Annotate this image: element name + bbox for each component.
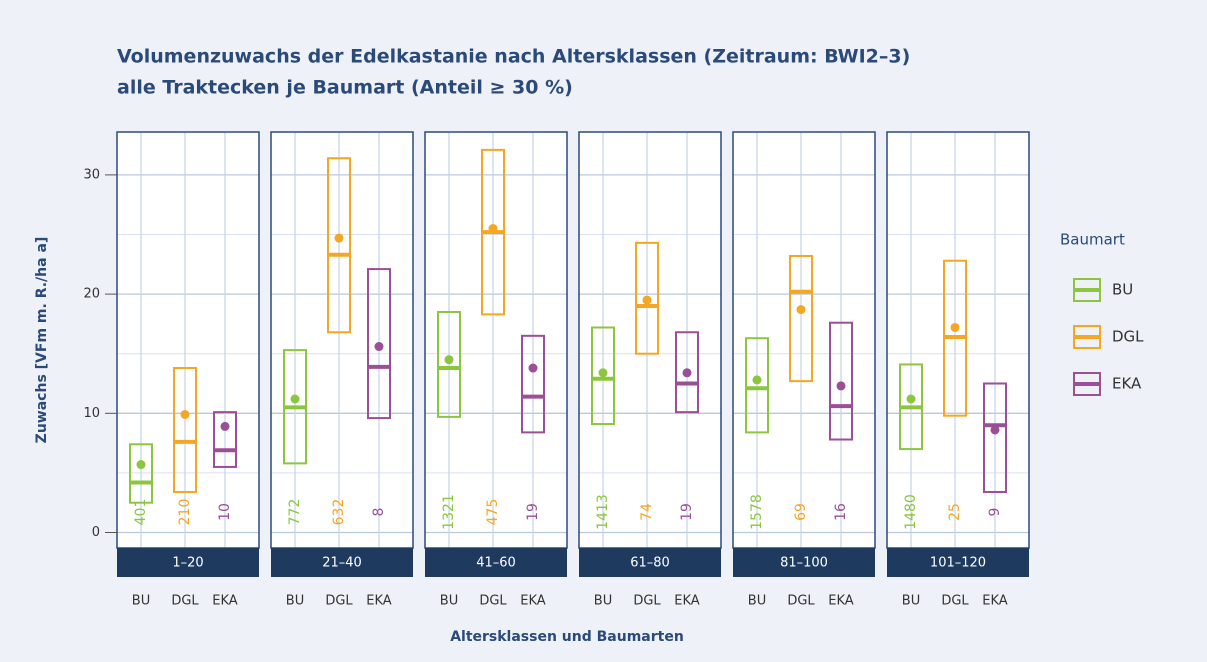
count-label: 19 xyxy=(679,503,695,521)
box xyxy=(437,310,461,418)
x-tick-label: BU xyxy=(594,594,612,609)
panel xyxy=(117,132,259,548)
mean-dot xyxy=(334,233,344,243)
panel xyxy=(425,132,567,548)
count-label: 772 xyxy=(287,499,303,526)
x-tick-label: BU xyxy=(132,594,150,609)
box xyxy=(789,254,813,383)
box xyxy=(829,321,853,441)
facet-strip xyxy=(425,548,567,577)
y-tick-label: 0 xyxy=(92,525,100,540)
box xyxy=(367,268,391,420)
mean-dot xyxy=(752,375,762,385)
y-tick-label: 30 xyxy=(83,167,100,182)
x-tick-label: BU xyxy=(748,594,766,609)
x-tick-label: DGL xyxy=(787,594,815,609)
x-tick-label: DGL xyxy=(171,594,199,609)
x-tick-label: DGL xyxy=(633,594,661,609)
x-tick-label: EKA xyxy=(366,594,392,609)
facet-label: 21–40 xyxy=(322,556,362,571)
mean-dot xyxy=(836,381,846,391)
x-tick-label: EKA xyxy=(828,594,854,609)
count-label: 25 xyxy=(947,503,963,521)
mean-dot xyxy=(180,409,190,419)
box xyxy=(675,331,699,414)
x-tick-label: DGL xyxy=(479,594,507,609)
facet-label: 61–80 xyxy=(630,556,670,571)
facet-label: 101–120 xyxy=(930,556,986,571)
legend-label: EKA xyxy=(1112,375,1142,393)
x-tick-label: BU xyxy=(286,594,304,609)
count-label: 8 xyxy=(371,508,387,517)
panel xyxy=(733,132,875,548)
box xyxy=(129,443,153,504)
facet-label: 41–60 xyxy=(476,556,516,571)
mean-dot xyxy=(598,368,608,378)
count-label: 74 xyxy=(639,503,655,521)
facet-strip xyxy=(733,548,875,577)
mean-dot xyxy=(642,295,652,305)
count-label: 9 xyxy=(987,508,1003,517)
mean-dot xyxy=(136,460,146,470)
count-label: 16 xyxy=(833,503,849,521)
box xyxy=(213,411,237,468)
facet-label: 81–100 xyxy=(780,556,828,571)
x-tick-label: BU xyxy=(902,594,920,609)
box xyxy=(983,382,1007,493)
panel xyxy=(271,132,413,548)
x-tick-label: EKA xyxy=(520,594,546,609)
count-label: 1413 xyxy=(595,494,611,530)
x-tick-label: BU xyxy=(440,594,458,609)
count-label: 475 xyxy=(485,499,501,526)
facet-strip xyxy=(271,548,413,577)
box xyxy=(745,337,769,434)
panel xyxy=(887,132,1029,548)
box xyxy=(521,334,545,434)
count-label: 1321 xyxy=(441,494,457,530)
mean-dot xyxy=(528,363,538,373)
count-label: 19 xyxy=(525,503,541,521)
mean-dot xyxy=(990,425,1000,435)
mean-dot xyxy=(444,355,454,365)
count-label: 69 xyxy=(793,503,809,521)
count-label: 1480 xyxy=(903,494,919,530)
box xyxy=(327,157,351,334)
legend-title: Baumart xyxy=(1060,231,1125,249)
mean-dot xyxy=(906,394,916,404)
x-axis-label: Altersklassen und Baumarten xyxy=(450,629,684,645)
y-tick-label: 20 xyxy=(83,287,100,302)
facet-strip xyxy=(887,548,1029,577)
mean-dot xyxy=(682,368,692,378)
mean-dot xyxy=(374,342,384,352)
mean-dot xyxy=(950,322,960,332)
mean-dot xyxy=(488,224,498,234)
panel xyxy=(579,132,721,548)
x-tick-label: EKA xyxy=(674,594,700,609)
x-tick-label: EKA xyxy=(212,594,238,609)
count-label: 10 xyxy=(217,503,233,521)
mean-dot xyxy=(796,305,806,315)
x-tick-label: DGL xyxy=(325,594,353,609)
box xyxy=(591,326,615,426)
facet-strip xyxy=(579,548,721,577)
mean-dot xyxy=(220,421,230,431)
y-tick-label: 10 xyxy=(83,406,100,421)
count-label: 1578 xyxy=(749,494,765,530)
box xyxy=(173,367,197,493)
legend-label: BU xyxy=(1112,281,1133,299)
count-label: 401 xyxy=(133,499,149,526)
facet-label: 1–20 xyxy=(172,556,203,571)
count-label: 632 xyxy=(331,499,347,526)
x-tick-label: EKA xyxy=(982,594,1008,609)
y-axis-label: Zuwachs [VFm m. R./ha a] xyxy=(34,237,50,444)
chart-subtitle: alle Traktecken je Baumart (Anteil ≥ 30 … xyxy=(117,77,573,99)
mean-dot xyxy=(290,394,300,404)
count-label: 210 xyxy=(177,499,193,526)
box xyxy=(635,241,659,355)
facet-strip xyxy=(117,548,259,577)
legend-label: DGL xyxy=(1112,328,1144,346)
chart-title: Volumenzuwachs der Edelkastanie nach Alt… xyxy=(117,46,910,68)
x-tick-label: DGL xyxy=(941,594,969,609)
